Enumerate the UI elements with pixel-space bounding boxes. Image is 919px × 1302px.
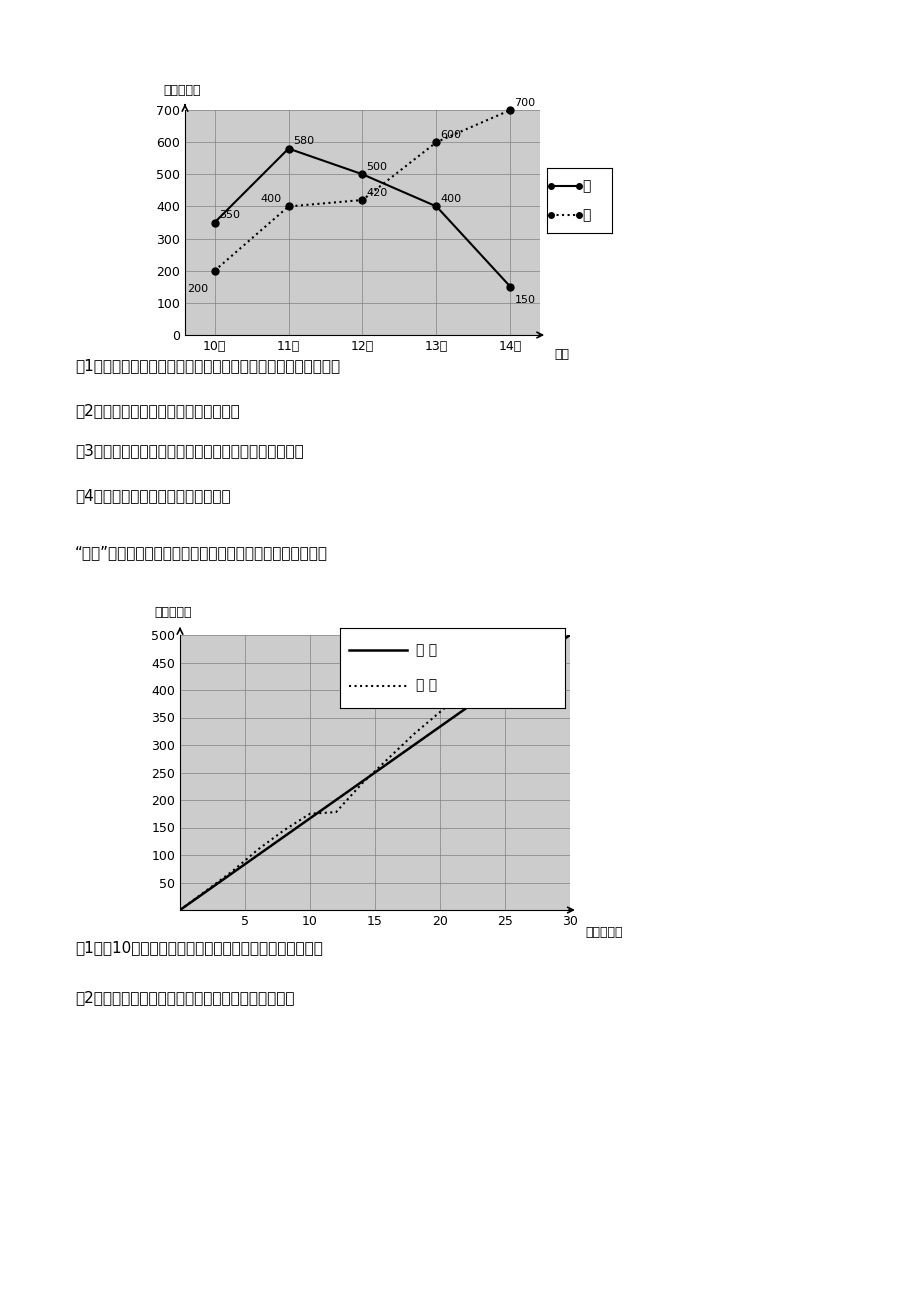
Text: 乙: 乙	[582, 208, 591, 221]
Text: （1）哪一天甲种钒笔的销量最好？哪一天甲种钒笔的销量最差？: （1）哪一天甲种钒笔的销量最好？哪一天甲种钒笔的销量最差？	[75, 358, 340, 372]
Text: 420: 420	[367, 187, 388, 198]
Text: （2）乙种钒笔这几日一共销售多少支？: （2）乙种钒笔这几日一共销售多少支？	[75, 404, 240, 418]
Text: 400: 400	[440, 194, 461, 204]
Text: 小 明: 小 明	[416, 678, 437, 693]
Text: （2）从统计图中可以看出小明在中途休息了几分钟？: （2）从统计图中可以看出小明在中途休息了几分钟？	[75, 990, 294, 1005]
Text: 700: 700	[514, 98, 535, 108]
Text: 时间（分）: 时间（分）	[585, 927, 622, 940]
Text: 580: 580	[292, 137, 313, 146]
Text: 400: 400	[260, 194, 281, 204]
Text: 距离（米）: 距离（米）	[154, 605, 192, 618]
Text: 500: 500	[367, 163, 387, 172]
Text: 200: 200	[187, 284, 208, 293]
Text: 150: 150	[514, 296, 535, 306]
Text: （4）你可以提出其它问题进行解决。: （4）你可以提出其它问题进行解决。	[75, 488, 231, 503]
Text: “六一”节，小明和爸爸进行户外活动。下图是他们登山活动的: “六一”节，小明和爸爸进行户外活动。下图是他们登山活动的	[75, 546, 328, 560]
Text: 时间: 时间	[553, 349, 569, 362]
Text: 甲: 甲	[582, 180, 591, 193]
Text: 600: 600	[440, 130, 461, 141]
Text: （1）前10分钟小明登山的速度比爸爸登山的速度快多少？: （1）前10分钟小明登山的速度比爸爸登山的速度快多少？	[75, 940, 323, 954]
Text: 爸 爸: 爸 爸	[416, 643, 437, 658]
Text: 350: 350	[219, 211, 240, 220]
Text: 数量（支）: 数量（支）	[164, 83, 201, 96]
Text: （3）如果你是老板，你打算怎样进货？说说你的理由。: （3）如果你是老板，你打算怎样进货？说说你的理由。	[75, 443, 303, 458]
